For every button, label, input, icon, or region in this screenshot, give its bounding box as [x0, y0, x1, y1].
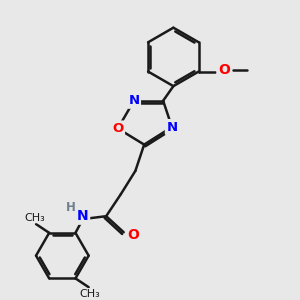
Text: CH₃: CH₃ — [24, 213, 45, 223]
Text: N: N — [167, 121, 178, 134]
Text: O: O — [218, 63, 230, 77]
Text: N: N — [77, 209, 88, 223]
Text: CH₃: CH₃ — [80, 289, 101, 298]
Text: O: O — [127, 228, 139, 242]
Text: H: H — [66, 201, 76, 214]
Text: N: N — [128, 94, 140, 107]
Text: O: O — [112, 122, 124, 135]
